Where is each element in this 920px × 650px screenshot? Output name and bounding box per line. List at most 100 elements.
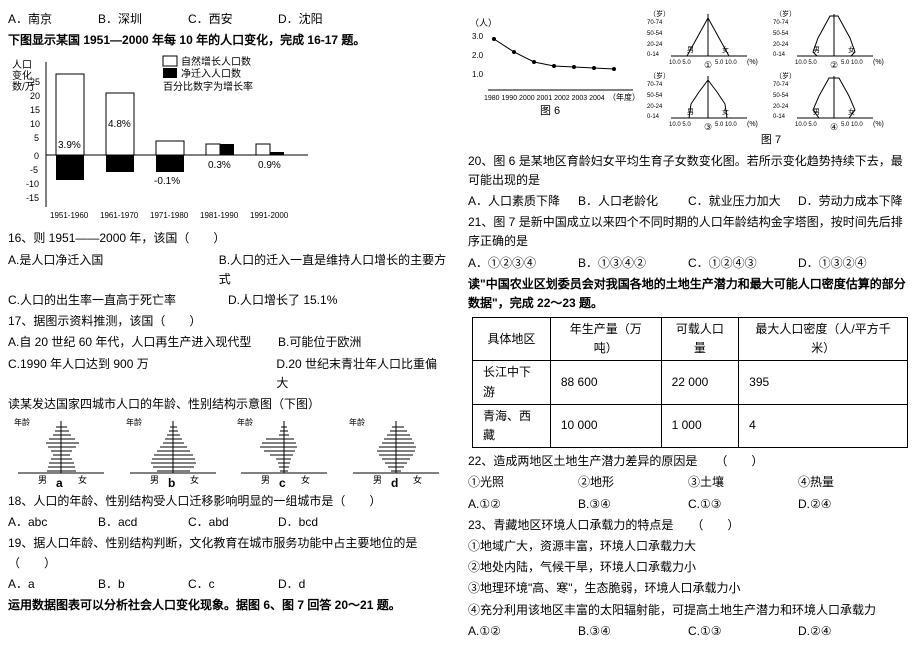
svg-text:年龄: 年龄 [14, 417, 30, 427]
q18-a: A．abc [8, 513, 98, 532]
svg-text:1961-1970: 1961-1970 [100, 211, 139, 220]
svg-text:3.9%: 3.9% [58, 140, 81, 151]
cell: 22 000 [661, 361, 739, 404]
svg-text:4.8%: 4.8% [108, 119, 131, 130]
q22-b: B.③④ [578, 495, 688, 514]
svg-text:10: 10 [30, 119, 40, 129]
svg-text:50-54: 50-54 [647, 93, 663, 99]
th-3: 最大人口密度（人/平方千米） [739, 318, 908, 361]
q21-c: C．①②④③ [688, 254, 798, 273]
svg-text:a: a [56, 476, 63, 489]
pyramid-a: 年龄 男a女 [8, 417, 114, 489]
q15-c: C．西安 [188, 10, 278, 29]
data-table: 具体地区 年生产量（万吨） 可载人口量 最大人口密度（人/平方千米） 长江中下游… [472, 317, 908, 448]
svg-text:0.9%: 0.9% [258, 160, 281, 171]
svg-text:0.3%: 0.3% [208, 160, 231, 171]
svg-text:d: d [391, 476, 398, 489]
q22-c: C.①③ [688, 495, 798, 514]
svg-text:男: 男 [687, 46, 694, 54]
q17-a: A.自 20 世纪 60 年代，人口再生产进入现代型 [8, 333, 278, 352]
q21: 21、图 7 是新中国成立以来四个不同时期的人口年龄结构金字塔图，按时间先后排序… [468, 213, 908, 251]
fig7-group: （岁）70-7450-5420-240-14男女10.0 5.05.0 10.0… [647, 8, 895, 150]
svg-text:70-74: 70-74 [773, 82, 789, 88]
svg-text:②: ② [830, 60, 838, 70]
q23: 23、青藏地区环境人口承载力的特点是 （ ） [468, 516, 908, 535]
svg-text:①: ① [704, 60, 712, 70]
svg-text:男: 男 [687, 108, 694, 116]
q20: 20、图 6 是某地区育龄妇女平均生育子女数变化图。若所示变化趋势持续下去，最可… [468, 152, 908, 190]
svg-text:10.0 5.0: 10.0 5.0 [669, 122, 691, 128]
svg-text:1951-1960: 1951-1960 [50, 211, 89, 220]
svg-text:-10: -10 [26, 179, 39, 189]
intro-20: 运用数据图表可以分析社会人口变化现象。据图 6、图 7 回答 20～21 题。 [8, 596, 448, 615]
svg-text:男: 男 [373, 475, 382, 485]
q23s-3: ③地理环境"高、寒"，生态脆弱，环境人口承载力小 [468, 579, 908, 598]
left-column: A．南京 B．深圳 C．西安 D．沈阳 下图显示某国 1951—2000 年每 … [8, 8, 448, 642]
q22s-1: ①光照 [468, 473, 578, 492]
q16: 16、则 1951——2000 年，该国（ ） [8, 229, 448, 248]
svg-text:净迁入人口数: 净迁入人口数 [181, 67, 241, 80]
svg-text:20: 20 [30, 91, 40, 101]
pyramids-row: 年龄 男a女 年龄 男b女 年龄 男c女 [8, 417, 448, 489]
svg-text:④: ④ [830, 122, 838, 132]
intro-22-text: 读"中国农业区划委员会对我国各地的土地生产潜力和最大可能人口密度估算的部分数据"… [468, 277, 906, 310]
q17-c: C.1990 年人口达到 900 万 [8, 355, 276, 393]
q16-c: C.人口的出生率一直高于死亡率 [8, 291, 228, 310]
q23s-1: ①地域广大，资源丰富，环境人口承载力大 [468, 537, 908, 556]
q23-b: B.③④ [578, 622, 688, 641]
pyramid-c: 年龄 男c女 [231, 417, 337, 489]
legend-a: 自然增长人口数 [181, 55, 251, 68]
intro-16: 下图显示某国 1951—2000 年每 10 年的人口变化，完成 16-17 题… [8, 31, 448, 50]
q22: 22、造成两地区土地生产潜力差异的原因是 （ ） [468, 452, 908, 471]
q19-c: C．c [188, 575, 278, 594]
svg-text:男: 男 [150, 475, 159, 485]
q17-b: B.可能位于欧洲 [278, 333, 361, 352]
fig7-caption: 图 7 [647, 132, 895, 150]
q19: 19、据人口年龄、性别结构判断，文化教育在城市服务功能中占主要地位的是（ ） [8, 534, 448, 572]
q16-d: D.人口增长了 15.1% [228, 291, 337, 310]
q18: 18、人口的年龄、性别结构受人口迁移影响明显的一组城市是（ ） [8, 492, 448, 511]
svg-text:男: 男 [813, 46, 820, 54]
q23s-4: ④充分利用该地区丰富的太阳辐射能，可提高土地生产潜力和环境人口承载力 [468, 601, 908, 620]
svg-text:10.0 5.0: 10.0 5.0 [795, 60, 817, 66]
svg-text:1971-1980: 1971-1980 [150, 211, 189, 220]
svg-text:(%): (%) [747, 121, 758, 128]
q18-c: C．abd [188, 513, 278, 532]
svg-text:10.0 5.0: 10.0 5.0 [795, 122, 817, 128]
q21-a: A．①②③④ [468, 254, 578, 273]
th-1: 年生产量（万吨） [550, 318, 661, 361]
svg-text:(%): (%) [873, 59, 884, 66]
q15-options: A．南京 B．深圳 C．西安 D．沈阳 [8, 10, 448, 29]
svg-text:（岁）: （岁） [649, 9, 670, 18]
svg-text:20-24: 20-24 [647, 104, 663, 110]
svg-text:50-54: 50-54 [773, 31, 789, 37]
svg-text:女: 女 [190, 474, 199, 485]
q20-b: B．人口老龄化 [578, 192, 688, 211]
bar-chart: 自然增长人口数 净迁入人口数 百分比数字为增长率 人口 变化 数/万 25 20… [8, 52, 448, 227]
svg-text:0: 0 [34, 151, 39, 161]
svg-text:20-24: 20-24 [773, 42, 789, 48]
th-2: 可载人口量 [661, 318, 739, 361]
cell: 长江中下游 [473, 361, 551, 404]
fig6-caption: 图 6 [540, 104, 560, 117]
table-row: 青海、西藏 10 000 1 000 4 [473, 404, 908, 447]
svg-text:5.0 10.0: 5.0 10.0 [841, 60, 863, 66]
svg-text:女: 女 [722, 107, 729, 116]
svg-text:（岁）: （岁） [775, 71, 796, 80]
cell: 88 600 [550, 361, 661, 404]
svg-text:-15: -15 [26, 193, 39, 203]
q22-a: A.①② [468, 495, 578, 514]
pyramid-d: 年龄 男d女 [343, 417, 449, 489]
svg-text:女: 女 [413, 474, 422, 485]
q20-a: A．人口素质下降 [468, 192, 578, 211]
cell: 395 [739, 361, 908, 404]
q17-d: D.20 世纪末青壮年人口比重偏大 [276, 355, 448, 393]
figs-row: （人） 3.0 2.0 1.0 1980 1990 2000 2001 2002… [468, 8, 908, 150]
svg-text:1981-1990: 1981-1990 [200, 211, 239, 220]
q22s-3: ③土壤 [688, 473, 798, 492]
svg-text:男: 男 [813, 108, 820, 116]
table-row: 长江中下游 88 600 22 000 395 [473, 361, 908, 404]
svg-text:百分比数字为增长率: 百分比数字为增长率 [163, 80, 253, 93]
fig6-chart: （人） 3.0 2.0 1.0 1980 1990 2000 2001 2002… [468, 8, 643, 118]
svg-text:0-14: 0-14 [773, 114, 786, 120]
